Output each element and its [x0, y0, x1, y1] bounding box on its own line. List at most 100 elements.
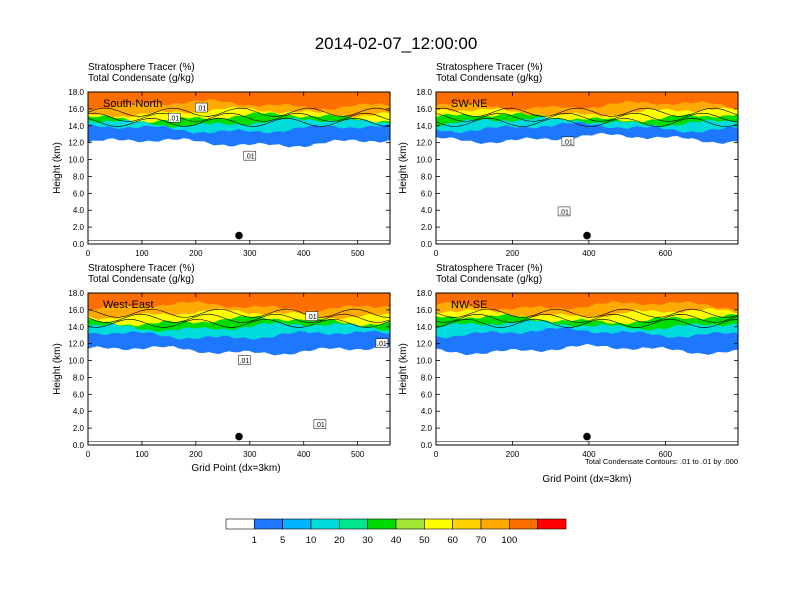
- colorbar-swatch: [367, 518, 397, 530]
- y-tick-label: 18.0: [68, 289, 84, 298]
- condensate-label: Total Condensate (g/kg): [436, 274, 542, 285]
- y-tick-label: 6.0: [421, 189, 433, 198]
- tracer-band-100: [436, 293, 738, 311]
- contour-label: .01: [313, 419, 327, 429]
- contour-label: .01: [375, 338, 389, 348]
- y-tick-label: 0.0: [73, 441, 85, 450]
- condensate-label: Total Condensate (g/kg): [436, 73, 542, 84]
- y-tick-label: 8.0: [421, 373, 433, 382]
- x-tick-label: 600: [659, 450, 673, 459]
- y-tick-label: 0.0: [73, 240, 85, 249]
- y-tick-label: 14.0: [416, 323, 432, 332]
- contour-label: .01: [168, 112, 181, 123]
- panel-west-east: Stratosphere Tracer (%) Total Condensate…: [52, 263, 391, 474]
- x-tick-label: 400: [582, 249, 596, 258]
- svg-text:.01: .01: [169, 116, 179, 123]
- panel-nw-se: Stratosphere Tracer (%) Total Condensate…: [398, 263, 739, 485]
- svg-text:.01: .01: [315, 422, 325, 429]
- tracer-band-100: [436, 92, 738, 111]
- colorbar-swatch: [254, 518, 283, 530]
- svg-text:.01: .01: [307, 314, 317, 321]
- x-tick-label: 0: [434, 249, 439, 258]
- svg-text:SW-NE: SW-NE: [451, 98, 487, 110]
- contour-label: .01: [561, 136, 575, 146]
- colorbar-label: 5: [280, 535, 285, 546]
- y-tick-label: 8.0: [73, 373, 85, 382]
- y-tick-label: 4.0: [73, 206, 85, 215]
- y-tick-label: 4.0: [73, 407, 85, 416]
- x-tick-label: 600: [659, 249, 673, 258]
- y-tick-label: 10.0: [68, 156, 84, 165]
- y-tick-label: 2.0: [73, 424, 85, 433]
- y-tick-label: 0.0: [421, 441, 433, 450]
- x-tick-label: 0: [86, 450, 91, 459]
- y-tick-label: 10.0: [68, 357, 84, 366]
- svg-text:South-North: South-North: [103, 98, 162, 110]
- condensate-contours: [88, 308, 390, 442]
- y-tick-label: 2.0: [421, 223, 433, 232]
- y-tick-label: 2.0: [73, 223, 85, 232]
- colorbar-swatch: [310, 518, 340, 530]
- x-tick-label: 200: [189, 249, 203, 258]
- tracer-label: Stratosphere Tracer (%): [88, 263, 195, 274]
- y-tick-label: 10.0: [416, 156, 432, 165]
- condensate-contours: [88, 107, 390, 241]
- y-tick-label: 6.0: [421, 390, 433, 399]
- panel-south-north: Stratosphere Tracer (%) Total Condensate…: [52, 62, 391, 258]
- contour-label: .01: [243, 150, 257, 161]
- y-tick-label: 12.0: [68, 340, 84, 349]
- panel-sw-ne: Stratosphere Tracer (%) Total Condensate…: [398, 62, 739, 258]
- colorbar-swatch: [480, 518, 510, 530]
- colorbar-label: 40: [391, 535, 402, 546]
- plot-frame: [435, 91, 739, 245]
- colorbar-label: 30: [362, 535, 373, 546]
- contour-note: Total Condensate Contours: .01 to .01 by…: [585, 457, 738, 466]
- tracer-band-100: [88, 92, 390, 111]
- y-tick-label: 4.0: [421, 407, 433, 416]
- x-tick-label: 400: [297, 450, 311, 459]
- x-tick-label: 200: [506, 450, 520, 459]
- y-tick-label: 14.0: [68, 323, 84, 332]
- y-tick-label: 10.0: [416, 357, 432, 366]
- location-marker: [235, 432, 243, 441]
- colorbar-label: 20: [334, 535, 345, 546]
- svg-text:NW-SE: NW-SE: [451, 299, 487, 311]
- panel-title: NW-SE: [451, 299, 487, 311]
- plot-frame: [435, 292, 739, 446]
- x-tick-label: 200: [506, 249, 520, 258]
- tracer-fill: [88, 92, 390, 244]
- y-tick-label: 16.0: [68, 306, 84, 315]
- colorbar-label: 1: [252, 535, 257, 546]
- y-tick-label: 18.0: [416, 289, 432, 298]
- y-tick-label: 14.0: [416, 122, 432, 131]
- y-tick-label: 8.0: [421, 172, 433, 181]
- tracer-label: Stratosphere Tracer (%): [436, 62, 543, 73]
- x-tick-label: 500: [351, 249, 365, 258]
- y-axis-label: Height (km): [398, 343, 409, 395]
- colorbar-label: 10: [306, 535, 317, 546]
- plot-frame: [87, 292, 391, 446]
- location-marker: [583, 432, 591, 441]
- y-tick-label: 16.0: [416, 306, 432, 315]
- y-tick-label: 12.0: [416, 340, 432, 349]
- figure-title: 2014-02-07_12:00:00: [315, 34, 478, 53]
- y-axis-label: Height (km): [398, 142, 409, 194]
- contour-label: .01: [195, 102, 208, 113]
- x-tick-label: 300: [243, 249, 257, 258]
- y-axis-label: Height (km): [52, 343, 63, 395]
- condensate-contours: [436, 308, 738, 442]
- condensate-contours: [436, 107, 738, 241]
- x-axis-label: Grid Point (dx=3km): [542, 474, 631, 485]
- tracer-fill: [436, 92, 738, 244]
- y-tick-label: 0.0: [421, 240, 433, 249]
- svg-text:.01: .01: [196, 106, 206, 113]
- x-tick-label: 400: [297, 249, 311, 258]
- y-tick-label: 6.0: [73, 390, 85, 399]
- colorbar-swatch: [424, 518, 453, 530]
- x-axis-label: Grid Point (dx=3km): [191, 463, 280, 474]
- condensate-label: Total Condensate (g/kg): [88, 274, 194, 285]
- x-tick-label: 300: [243, 450, 257, 459]
- colorbar-label: 50: [419, 535, 430, 546]
- x-tick-label: 0: [434, 450, 439, 459]
